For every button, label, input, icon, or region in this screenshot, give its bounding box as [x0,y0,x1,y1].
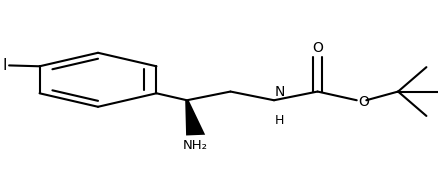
Text: NH₂: NH₂ [183,139,208,152]
Text: O: O [358,95,368,109]
Text: O: O [311,41,322,55]
Polygon shape [185,100,205,135]
Text: N: N [274,85,285,99]
Text: I: I [2,58,7,73]
Text: H: H [274,114,284,127]
